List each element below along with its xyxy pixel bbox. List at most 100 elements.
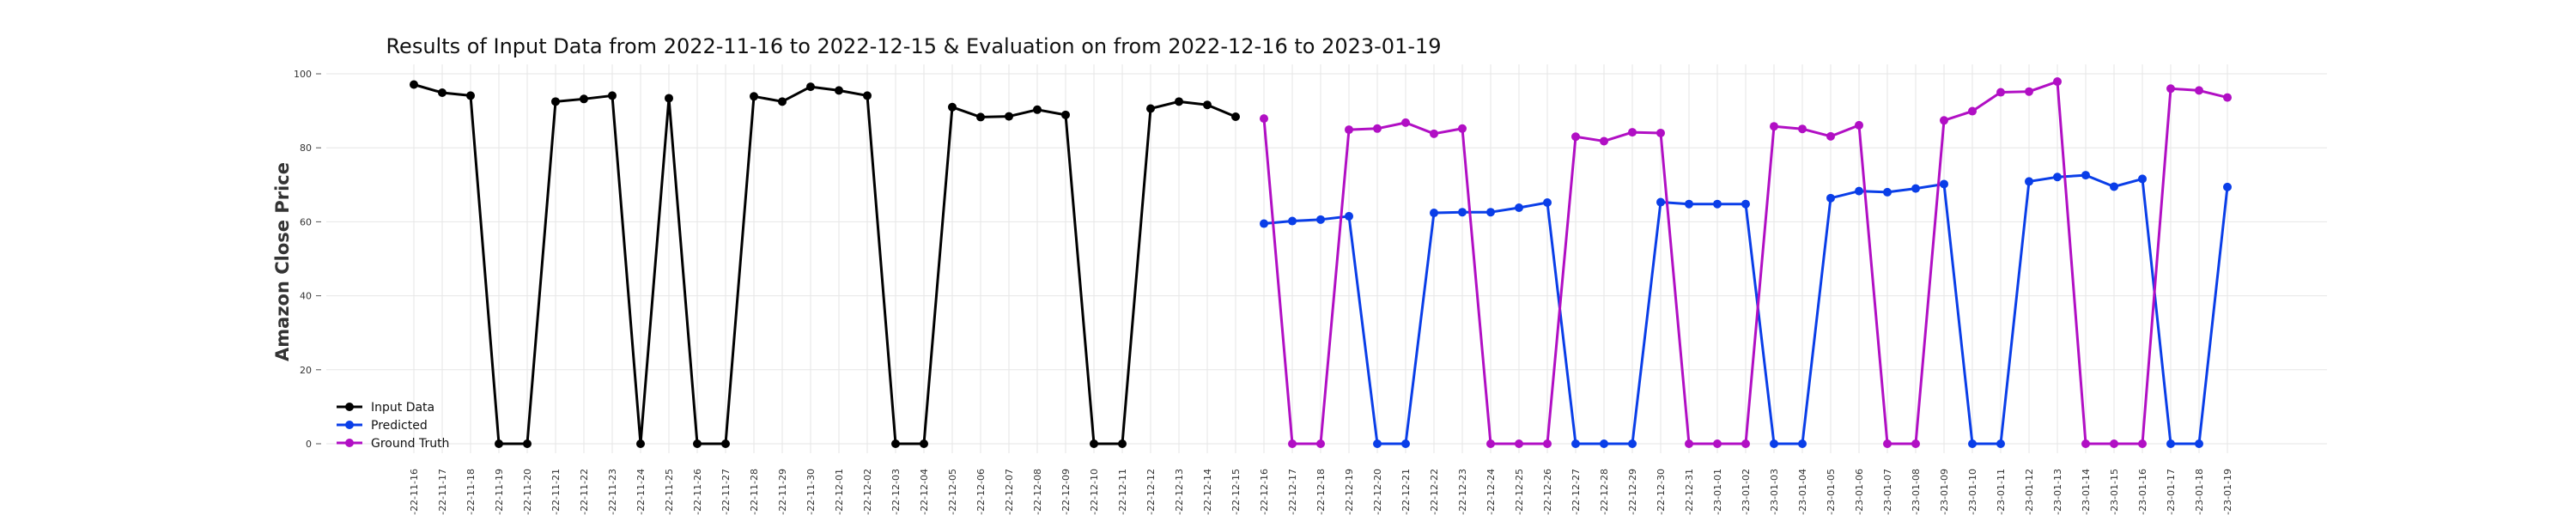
data-point-predicted [1968, 439, 1977, 448]
x-tick-label: -22-12-01 [834, 469, 845, 515]
x-tick-label: -22-11-18 [465, 469, 477, 515]
data-point-input-data [693, 439, 702, 448]
series-line-input-data [413, 83, 1236, 445]
y-tick-label: 0 [306, 439, 312, 450]
x-tick-label: -23-01-15 [2109, 469, 2120, 515]
data-point-predicted [1940, 179, 1948, 189]
data-point-ground-truth [1968, 106, 1977, 116]
data-point-ground-truth [1996, 88, 2005, 97]
data-point-ground-truth [2223, 93, 2232, 102]
x-tick-label: -23-01-08 [1911, 469, 1922, 515]
data-point-ground-truth [1515, 439, 1523, 448]
data-point-ground-truth [1345, 125, 1353, 135]
x-tick-label: -22-12-04 [919, 469, 930, 515]
y-tick-label: 80 [300, 142, 312, 154]
x-tick-label: -22-12-08 [1032, 469, 1043, 515]
data-point-predicted [2053, 173, 2062, 182]
data-point-ground-truth [1401, 118, 1410, 127]
data-point-ground-truth [1628, 128, 1637, 137]
x-tick-label: -23-01-18 [2194, 469, 2205, 515]
data-point-ground-truth [1741, 439, 1750, 448]
legend-label-predicted: Predicted [371, 419, 428, 433]
data-point-input-data [466, 91, 475, 100]
data-point-predicted [1628, 439, 1637, 448]
x-tick-label: -22-12-24 [1485, 469, 1497, 515]
x-tick-label: -22-12-26 [1542, 469, 1553, 515]
x-tick-label: -23-01-19 [2222, 469, 2233, 515]
data-point-ground-truth [1543, 439, 1552, 448]
data-point-ground-truth [1260, 114, 1268, 124]
data-point-ground-truth [1911, 439, 1920, 448]
x-tick-label: -22-12-19 [1344, 469, 1355, 515]
x-tick-label: -22-11-23 [607, 469, 618, 515]
x-tick-label: -22-12-25 [1514, 469, 1525, 515]
data-point-predicted [1826, 193, 1835, 203]
y-tick-label: 60 [300, 216, 312, 227]
data-point-input-data [948, 102, 957, 112]
data-point-input-data [806, 82, 815, 92]
data-point-predicted [2025, 177, 2033, 186]
data-point-predicted [1486, 208, 1495, 217]
data-point-ground-truth [1430, 129, 1438, 138]
y-axis-label: Amazon Close Price [272, 162, 293, 361]
data-point-input-data [778, 97, 787, 106]
data-point-ground-truth [1798, 124, 1807, 134]
legend-marker-input-data [345, 403, 354, 411]
x-tick-label: -22-11-21 [550, 469, 562, 515]
data-point-ground-truth [1600, 136, 1608, 146]
data-point-input-data [835, 86, 843, 95]
x-tick-label: -22-12-09 [1060, 469, 1072, 515]
x-tick-label: -23-01-14 [2081, 469, 2092, 515]
x-tick-label: -22-12-29 [1627, 469, 1638, 515]
data-point-predicted [1401, 439, 1410, 448]
data-point-predicted [1430, 209, 1438, 218]
data-point-ground-truth [2053, 77, 2062, 87]
data-point-predicted [1798, 439, 1807, 448]
x-axis: -22-11-16 -22-11-17 -22-11-18 -22-11-19 -22-… [409, 469, 2233, 515]
x-tick-label: -22-11-24 [635, 469, 647, 515]
x-tick-label: -23-01-12 [2024, 469, 2035, 515]
data-point-predicted [2138, 174, 2147, 184]
data-point-ground-truth [1288, 439, 1297, 448]
data-point-input-data [438, 88, 447, 97]
x-tick-label: -23-01-09 [1939, 469, 1950, 515]
data-point-ground-truth [1940, 116, 1948, 125]
data-point-predicted [1345, 211, 1353, 221]
data-point-input-data [976, 112, 985, 122]
data-point-input-data [1203, 100, 1212, 110]
data-point-input-data [580, 94, 588, 104]
data-point-predicted [1656, 197, 1665, 207]
legend-marker-predicted [345, 421, 354, 429]
data-point-predicted [2166, 439, 2175, 448]
chart-title: Results of Input Data from 2022-11-16 to… [386, 34, 1441, 58]
data-point-ground-truth [1458, 124, 1467, 133]
data-point-predicted [2110, 182, 2118, 191]
data-point-input-data [1090, 439, 1098, 448]
data-point-input-data [495, 439, 503, 448]
data-point-ground-truth [2138, 439, 2147, 448]
x-tick-label: -23-01-04 [1797, 469, 1808, 515]
x-tick-label: -22-12-02 [862, 469, 873, 515]
data-point-ground-truth [2110, 439, 2118, 448]
data-point-predicted [1685, 199, 1693, 209]
x-tick-label: -23-01-05 [1826, 469, 1837, 515]
data-point-ground-truth [1826, 131, 1835, 141]
data-point-predicted [1543, 197, 1552, 207]
x-tick-label: -22-12-22 [1429, 469, 1440, 515]
x-tick-label: -22-12-16 [1259, 469, 1270, 515]
data-point-predicted [2081, 171, 2090, 180]
x-tick-label: -22-12-14 [1202, 469, 1213, 515]
data-point-input-data [863, 91, 872, 100]
x-tick-label: -22-12-07 [1004, 469, 1015, 515]
x-tick-label: -23-01-02 [1741, 469, 1752, 515]
data-point-predicted [1571, 439, 1580, 448]
x-tick-label: -22-12-06 [975, 469, 987, 515]
x-tick-label: -23-01-01 [1712, 469, 1723, 515]
x-tick-label: -22-12-28 [1599, 469, 1610, 515]
x-tick-label: -22-11-16 [409, 469, 420, 515]
data-point-predicted [1515, 203, 1523, 213]
data-point-predicted [2195, 439, 2203, 448]
x-tick-label: -22-11-25 [664, 469, 675, 515]
